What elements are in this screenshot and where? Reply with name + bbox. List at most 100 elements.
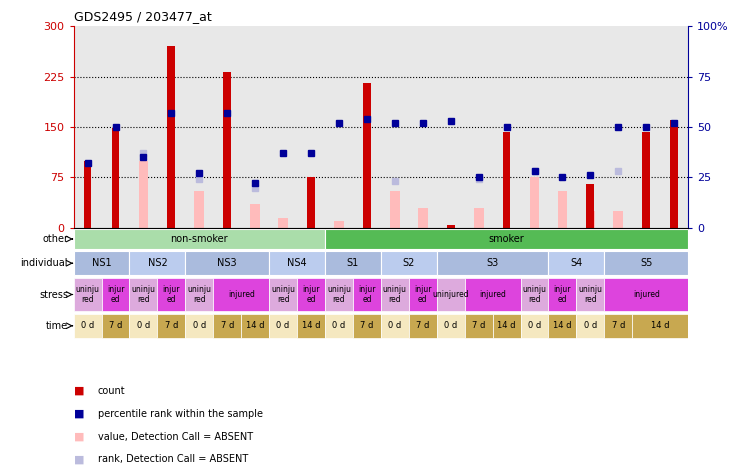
Bar	[381, 278, 408, 311]
Bar	[325, 229, 688, 249]
Text: injur
ed: injur ed	[163, 285, 180, 304]
Bar	[408, 278, 436, 311]
Bar	[604, 314, 632, 338]
Bar	[213, 278, 269, 311]
Text: 7 d: 7 d	[165, 321, 178, 330]
Text: 14 d: 14 d	[246, 321, 264, 330]
Text: rank, Detection Call = ABSENT: rank, Detection Call = ABSENT	[98, 454, 248, 465]
Text: uninju
red: uninju red	[132, 285, 155, 304]
Bar	[503, 132, 511, 228]
Text: 7 d: 7 d	[612, 321, 625, 330]
Bar	[325, 251, 381, 275]
Text: S1: S1	[347, 258, 359, 268]
Bar	[158, 278, 185, 311]
Bar	[223, 72, 231, 228]
Text: 0 d: 0 d	[444, 321, 457, 330]
Bar	[604, 251, 688, 275]
Text: NS3: NS3	[217, 258, 237, 268]
Bar	[185, 314, 213, 338]
Bar	[464, 314, 492, 338]
Bar	[381, 314, 408, 338]
Bar	[492, 314, 520, 338]
Text: S4: S4	[570, 258, 583, 268]
Bar	[576, 278, 604, 311]
Text: injur
ed: injur ed	[553, 285, 571, 304]
Bar	[334, 221, 344, 228]
Bar	[558, 191, 567, 228]
Text: stress: stress	[39, 290, 68, 300]
Bar	[130, 278, 158, 311]
Text: NS4: NS4	[287, 258, 307, 268]
Bar	[74, 278, 102, 311]
Text: ■: ■	[74, 409, 84, 419]
Bar	[250, 204, 260, 228]
Text: uninjured: uninjured	[433, 290, 469, 299]
Bar	[353, 314, 381, 338]
Bar	[643, 132, 650, 228]
Text: uninju
red: uninju red	[187, 285, 211, 304]
Bar	[269, 278, 297, 311]
Text: smoker: smoker	[489, 234, 525, 244]
Bar	[464, 278, 520, 311]
Text: S3: S3	[486, 258, 499, 268]
Bar	[587, 184, 594, 228]
Text: NS2: NS2	[147, 258, 167, 268]
Text: 7 d: 7 d	[472, 321, 485, 330]
Text: uninju
red: uninju red	[383, 285, 407, 304]
Bar	[112, 128, 119, 228]
Bar	[74, 229, 325, 249]
Bar	[102, 278, 130, 311]
Text: 0 d: 0 d	[277, 321, 290, 330]
Text: S2: S2	[403, 258, 415, 268]
Text: 14 d: 14 d	[553, 321, 572, 330]
Bar	[74, 314, 102, 338]
Text: time: time	[46, 321, 68, 331]
Bar	[130, 314, 158, 338]
Text: uninju
red: uninju red	[578, 285, 602, 304]
Text: 7 d: 7 d	[360, 321, 374, 330]
Bar	[418, 208, 428, 228]
Bar	[213, 314, 241, 338]
Bar	[325, 314, 353, 338]
Bar	[447, 225, 455, 228]
Text: ■: ■	[74, 431, 84, 442]
Text: injur
ed: injur ed	[302, 285, 320, 304]
Text: injur
ed: injur ed	[358, 285, 375, 304]
Text: injur
ed: injur ed	[107, 285, 124, 304]
Text: NS1: NS1	[92, 258, 111, 268]
Bar	[325, 278, 353, 311]
Bar	[353, 278, 381, 311]
Text: 0 d: 0 d	[193, 321, 206, 330]
Bar	[185, 278, 213, 311]
Bar	[436, 314, 464, 338]
Bar	[520, 278, 548, 311]
Text: non-smoker: non-smoker	[171, 234, 228, 244]
Text: 14 d: 14 d	[651, 321, 670, 330]
Text: value, Detection Call = ABSENT: value, Detection Call = ABSENT	[98, 431, 253, 442]
Bar	[548, 251, 604, 275]
Text: uninju
red: uninju red	[327, 285, 351, 304]
Text: 0 d: 0 d	[81, 321, 94, 330]
Text: injured: injured	[227, 290, 255, 299]
Bar	[74, 251, 130, 275]
Text: S5: S5	[640, 258, 652, 268]
Text: injured: injured	[633, 290, 659, 299]
Bar	[269, 314, 297, 338]
Bar	[381, 251, 436, 275]
Bar	[436, 251, 548, 275]
Bar	[613, 211, 623, 228]
Bar	[185, 251, 269, 275]
Text: other: other	[42, 234, 68, 244]
Bar	[194, 191, 204, 228]
Bar	[390, 191, 400, 228]
Bar	[530, 177, 539, 228]
Text: injur
ed: injur ed	[414, 285, 431, 304]
Bar	[297, 278, 325, 311]
Text: 7 d: 7 d	[221, 321, 234, 330]
Text: percentile rank within the sample: percentile rank within the sample	[98, 409, 263, 419]
Text: 0 d: 0 d	[584, 321, 597, 330]
Bar	[241, 314, 269, 338]
Text: uninju
red: uninju red	[271, 285, 295, 304]
Bar	[576, 314, 604, 338]
Text: 0 d: 0 d	[333, 321, 346, 330]
